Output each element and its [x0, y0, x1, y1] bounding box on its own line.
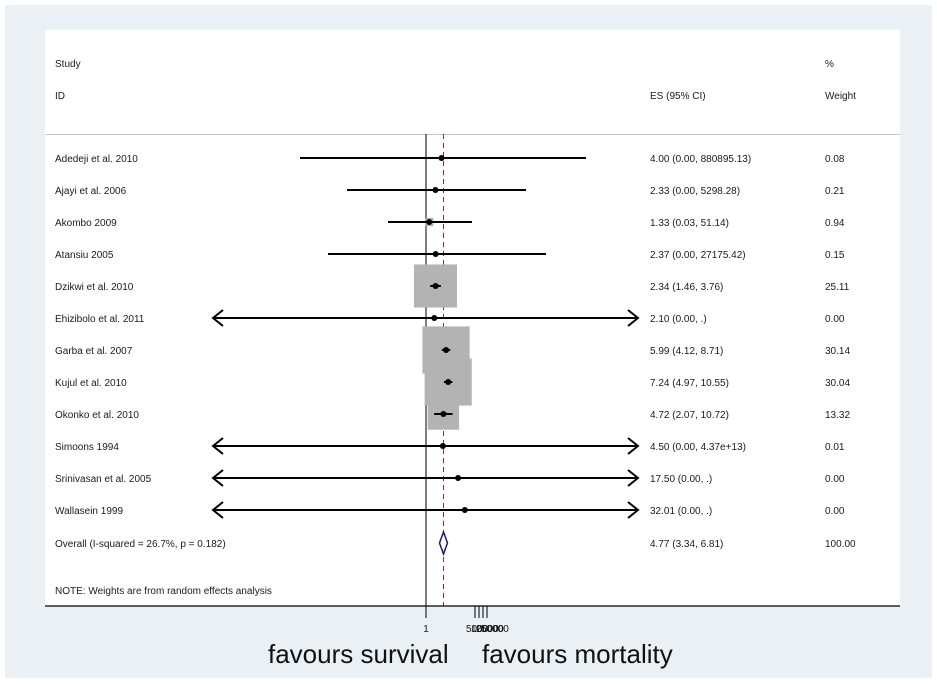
- x-tick-label: 10000: [471, 624, 499, 635]
- study-weight-text: 0.00: [825, 474, 845, 485]
- study-label: Kujul et al. 2010: [55, 378, 127, 389]
- study-es-text: 2.34 (1.46, 3.76): [650, 282, 723, 293]
- header-weight: Weight: [825, 91, 856, 102]
- point-estimate: [432, 283, 439, 289]
- study-label: Atansiu 2005: [55, 250, 114, 261]
- study-weight-text: 0.94: [825, 218, 845, 229]
- header-id: ID: [55, 91, 65, 102]
- arrow-right-icon: [627, 309, 640, 327]
- point-estimate: [432, 187, 439, 193]
- overall-es-text: 4.77 (3.34, 6.81): [650, 539, 723, 550]
- arrow-left-icon: [211, 437, 224, 455]
- study-es-text: 1.33 (0.03, 51.14): [650, 218, 729, 229]
- point-estimate: [439, 443, 446, 449]
- overall-weight-text: 100.00: [825, 539, 856, 550]
- xlabel-left: favours survival: [268, 639, 449, 669]
- point-estimate: [445, 379, 452, 385]
- study-es-text: 2.37 (0.00, 27175.42): [650, 250, 746, 261]
- study-es-text: 4.72 (2.07, 10.72): [650, 410, 729, 421]
- study-label: Ehizibolo et al. 2011: [55, 314, 145, 325]
- point-estimate: [455, 475, 462, 481]
- study-es-text: 4.00 (0.00, 880895.13): [650, 154, 751, 165]
- study-es-text: 2.33 (0.00, 5298.28): [650, 186, 740, 197]
- xlabel-right: favours mortality: [482, 639, 673, 669]
- header-study: Study: [55, 59, 81, 70]
- study-weight-text: 0.00: [825, 314, 845, 325]
- header-es: ES (95% CI): [650, 91, 706, 102]
- point-estimate: [440, 411, 447, 417]
- study-weight-text: 0.08: [825, 154, 845, 165]
- arrow-right-icon: [627, 501, 640, 519]
- x-tick-label: 1: [423, 624, 429, 635]
- study-label: Akombo 2009: [55, 218, 117, 229]
- study-label: Dzikwi et al. 2010: [55, 282, 134, 293]
- header-weight-percent: %: [825, 59, 834, 70]
- point-estimate: [431, 315, 438, 321]
- overall-diamond: [438, 529, 449, 557]
- note-text: NOTE: Weights are from random effects an…: [55, 586, 272, 597]
- overall-label: Overall (I-squared = 26.7%, p = 0.182): [55, 539, 226, 550]
- study-label: Ajayi et al. 2006: [55, 186, 127, 197]
- study-label: Okonko et al. 2010: [55, 410, 139, 421]
- arrow-left-icon: [211, 309, 224, 327]
- study-es-text: 7.24 (4.97, 10.55): [650, 378, 729, 389]
- arrow-left-icon: [211, 469, 224, 487]
- study-label: Simoons 1994: [55, 442, 119, 453]
- study-label: Adedeji et al. 2010: [55, 154, 138, 165]
- x-tick-label: 5000: [466, 624, 489, 635]
- point-estimate: [461, 507, 468, 513]
- arrow-right-icon: [627, 437, 640, 455]
- study-label: Garba et al. 2007: [55, 346, 133, 357]
- x-tick-label: 50000: [481, 624, 509, 635]
- study-weight-text: 25.11: [825, 282, 850, 293]
- study-weight-text: 30.14: [825, 346, 850, 357]
- study-weight-text: 0.21: [825, 186, 845, 197]
- x-tick-label: 25000: [476, 624, 504, 635]
- study-label: Wallasein 1999: [55, 506, 123, 517]
- study-es-text: 17.50 (0.00, .): [650, 474, 712, 485]
- point-estimate: [438, 155, 445, 161]
- study-es-text: 5.99 (4.12, 8.71): [650, 346, 723, 357]
- point-estimate: [432, 251, 439, 257]
- study-weight-text: 0.00: [825, 506, 845, 517]
- study-es-text: 4.50 (0.00, 4.37e+13): [650, 442, 746, 453]
- study-weight-text: 30.04: [825, 378, 850, 389]
- arrow-right-icon: [627, 469, 640, 487]
- study-label: Srinivasan et al. 2005: [55, 474, 152, 485]
- point-estimate: [443, 347, 450, 353]
- point-estimate: [426, 219, 433, 225]
- study-weight-text: 0.01: [825, 442, 845, 453]
- arrow-left-icon: [211, 501, 224, 519]
- study-es-text: 2.10 (0.00, .): [650, 314, 707, 325]
- study-weight-text: 0.15: [825, 250, 845, 261]
- study-weight-text: 13.32: [825, 410, 850, 421]
- study-es-text: 32.01 (0.00, .): [650, 506, 712, 517]
